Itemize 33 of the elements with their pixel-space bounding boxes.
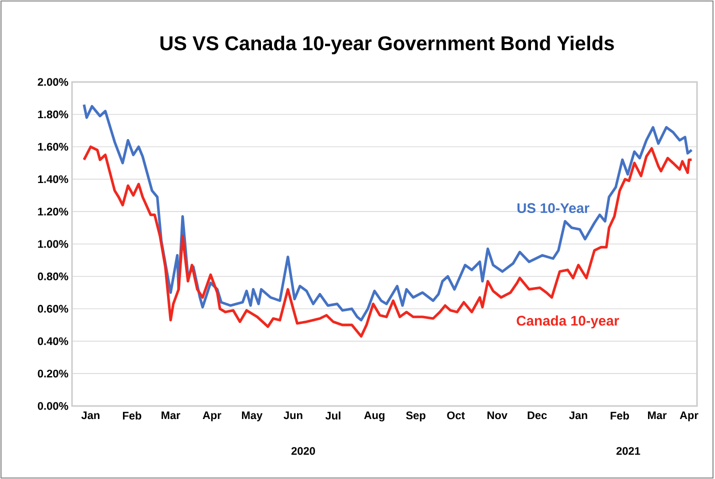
series-label: US 10-Year xyxy=(517,203,590,214)
x-tick-label: Apr xyxy=(680,412,698,422)
y-tick-label: 1.60% xyxy=(38,142,68,151)
y-tick-label: 0.80% xyxy=(38,272,68,280)
x-tick-label: Jul xyxy=(325,412,340,420)
text: 2020 xyxy=(291,447,315,455)
x-tick-label: Nov xyxy=(488,412,508,420)
y-tick-label: 0.60% xyxy=(38,304,68,313)
y-tick-label: 1.40% xyxy=(38,175,68,184)
y-tick-label: 1.00% xyxy=(38,240,68,248)
y-tick-label: 0.40% xyxy=(38,337,68,346)
x-tick-label: May xyxy=(242,412,263,422)
y-tick-label: 1.80% xyxy=(38,110,68,118)
x-tick-label: Feb xyxy=(610,412,629,420)
x-tick-label: Mar xyxy=(162,412,180,420)
x-tick-label: Sep xyxy=(406,412,426,422)
x-tick-label: Jan xyxy=(569,412,588,420)
series-label: Canada 10-year xyxy=(516,315,620,328)
x-tick-label: Oct xyxy=(447,412,465,420)
x-tick-label: Apr xyxy=(202,412,222,422)
x-tick-label: Dec xyxy=(528,412,547,420)
x-tick-label: Jan xyxy=(81,412,100,420)
line-series xyxy=(82,145,693,338)
y-tick-label: 1.20% xyxy=(38,208,68,216)
x-tick-label: Mar xyxy=(648,412,667,420)
x-tick-label: Feb xyxy=(122,412,142,420)
x-tick-label: Jun xyxy=(284,412,302,420)
text: 2021 xyxy=(616,447,640,455)
x-tick-label: Aug xyxy=(364,412,384,422)
chart-title: US VS Canada 10-year Government Bond Yields xyxy=(160,36,614,54)
y-tick-label: 0.20% xyxy=(38,370,68,378)
y-tick-label: 2.00% xyxy=(38,78,68,86)
y-tick-label: 0.00% xyxy=(38,402,68,410)
